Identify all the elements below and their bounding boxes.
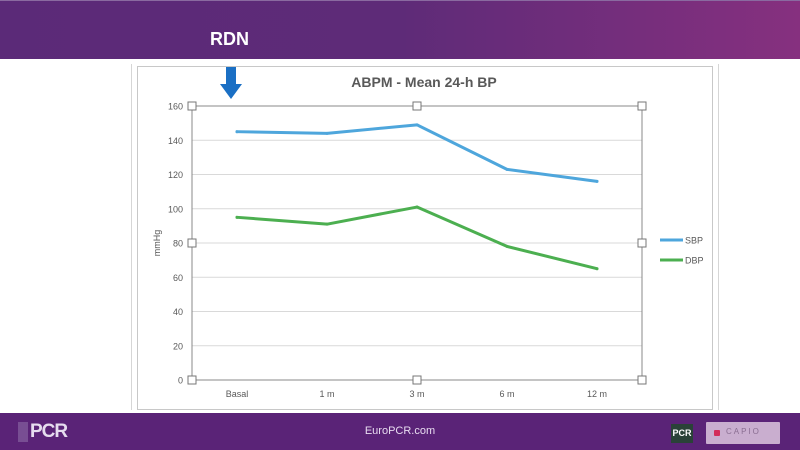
data-point-dbp: [325, 222, 329, 226]
data-point-dbp: [505, 244, 509, 248]
resize-handle[interactable]: [187, 101, 197, 111]
x-tick-label: 6 m: [499, 389, 514, 399]
chart-area[interactable]: [137, 66, 713, 410]
down-arrow-icon: [220, 67, 242, 99]
y-tick-label: 20: [173, 341, 183, 351]
y-tick-labels: 0 20 40 60 80 100 120 140 160: [168, 102, 183, 386]
chart-title: ABPM - Mean 24-h BP: [351, 74, 496, 90]
slide-title: RDN: [210, 29, 249, 49]
resize-handle[interactable]: [637, 375, 647, 385]
europcr-logo: PCR: [18, 420, 78, 444]
resize-handle[interactable]: [187, 375, 197, 385]
gridlines: [191, 105, 643, 381]
resize-handle[interactable]: [187, 238, 197, 248]
resize-handle[interactable]: [637, 101, 647, 111]
data-point-sbp: [595, 179, 599, 183]
series-line-sbp: [235, 123, 599, 183]
y-tick-label: 60: [173, 273, 183, 283]
y-tick-label: 100: [168, 204, 183, 214]
y-tick-label: 160: [168, 102, 183, 112]
capio-logo: CAPIO: [706, 422, 780, 444]
x-tick-label: 12 m: [587, 389, 607, 399]
slide-header: RDN: [0, 0, 800, 59]
y-tick-label: 80: [173, 239, 183, 249]
x-tick-label: Basal: [226, 389, 249, 399]
x-tick-labels: Basal 1 m 3 m 6 m 12 m: [226, 389, 607, 399]
data-point-sbp: [415, 123, 419, 127]
resize-handle[interactable]: [412, 375, 422, 385]
y-tick-label: 120: [168, 170, 183, 180]
resize-handle[interactable]: [637, 238, 647, 248]
legend-label: SBP: [685, 236, 703, 246]
y-tick-label: 0: [178, 376, 183, 386]
data-point-dbp: [595, 267, 599, 271]
chart-selection-frame: [131, 64, 719, 410]
data-point-sbp: [235, 130, 239, 134]
chart-legend: SBP DBP: [660, 236, 704, 266]
selection-handles: [187, 101, 647, 385]
slide-footer: PCR EuroPCR.com PCR CAPIO: [0, 413, 800, 450]
y-axis-label: mmHg: [152, 230, 162, 257]
footer-url[interactable]: EuroPCR.com: [364, 425, 436, 437]
data-point-sbp: [505, 167, 509, 171]
legend-label: DBP: [685, 256, 704, 266]
series-line-dbp: [235, 205, 599, 271]
resize-handle[interactable]: [412, 101, 422, 111]
y-tick-label: 140: [168, 136, 183, 146]
y-tick-label: 40: [173, 307, 183, 317]
x-tick-label: 3 m: [409, 389, 424, 399]
data-point-dbp: [415, 205, 419, 209]
x-tick-label: 1 m: [319, 389, 334, 399]
data-point-dbp: [235, 215, 239, 219]
series-lines: [235, 123, 599, 271]
pcr-logo: PCR: [671, 424, 693, 443]
data-point-sbp: [325, 131, 329, 135]
